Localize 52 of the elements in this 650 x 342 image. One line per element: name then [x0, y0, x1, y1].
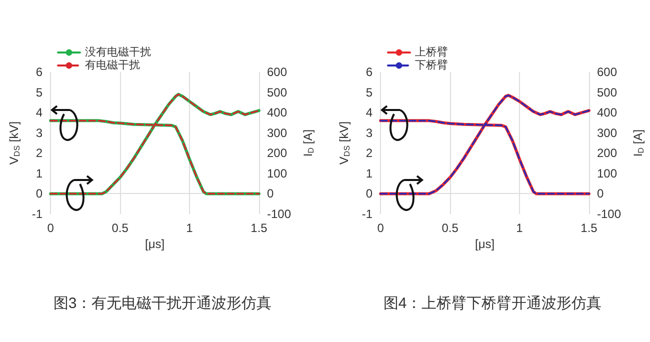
x-tick-label: 1.5 — [250, 221, 268, 235]
y-tick-label: 1 — [366, 166, 373, 180]
y2-tick-label: 600 — [597, 65, 618, 79]
y2-tick-label: 100 — [267, 166, 288, 180]
y2-tick-label: 500 — [597, 85, 618, 100]
y-tick-label: 1 — [36, 166, 43, 180]
x-axis-title: [μs] — [144, 237, 165, 251]
legend-label: 上桥臂 — [415, 46, 448, 58]
y-tick-label: 3 — [36, 126, 43, 140]
y-tick-label: -1 — [362, 207, 373, 221]
x-tick-label: 1.5 — [580, 221, 598, 235]
x-tick-label: 0 — [377, 221, 384, 235]
y-tick-label: 5 — [366, 85, 373, 100]
y-tick-label: 2 — [366, 146, 373, 160]
y-tick-label: 3 — [366, 126, 373, 140]
y2-tick-label: 100 — [597, 166, 618, 180]
y2-tick-label: 0 — [267, 186, 274, 201]
text: 图3：有无电磁干扰开通波形仿真 — [53, 295, 272, 312]
x-tick-label: 0.5 — [112, 221, 129, 235]
x-tick-label: 1 — [516, 221, 524, 235]
y2-tick-label: -100 — [597, 207, 622, 221]
y2-tick-label: 200 — [267, 146, 288, 160]
y2-axis-title: ID [A] — [301, 129, 316, 157]
y2-tick-label: 400 — [267, 106, 288, 120]
text: 图4：上桥臂下桥臂开通波形仿真 — [383, 295, 602, 312]
x-tick-label: 0.5 — [442, 221, 459, 235]
y-tick-label: 6 — [36, 65, 43, 79]
y2-tick-label: -100 — [267, 207, 292, 221]
y2-tick-label: 0 — [597, 186, 604, 201]
y-tick-label: 0 — [366, 186, 373, 201]
y-tick-label: 4 — [366, 106, 373, 120]
y2-tick-label: 600 — [267, 65, 288, 79]
y2-axis-title: ID [A] — [631, 129, 646, 157]
y-tick-label: 5 — [36, 85, 43, 100]
y-tick-label: 2 — [36, 146, 43, 160]
y-tick-label: -1 — [32, 207, 43, 221]
x-axis-title: [μs] — [474, 237, 495, 251]
x-tick-label: 0 — [47, 221, 54, 235]
x-tick-label: 1 — [186, 221, 194, 235]
y2-tick-label: 300 — [267, 126, 288, 140]
y2-tick-label: 500 — [267, 85, 288, 100]
y-tick-label: 4 — [36, 106, 43, 120]
legend-label: 没有电磁干扰 — [85, 46, 151, 58]
y-tick-label: 6 — [366, 65, 373, 79]
y2-tick-label: 400 — [597, 106, 618, 120]
legend-label: 有电磁干扰 — [85, 58, 140, 72]
y-axis-title: VDS [kV] — [7, 121, 22, 165]
y2-tick-label: 200 — [597, 146, 618, 160]
y-tick-label: 0 — [36, 186, 43, 201]
y-axis-title: VDS [kV] — [337, 121, 352, 165]
legend-label: 下桥臂 — [415, 58, 448, 72]
y2-tick-label: 300 — [597, 126, 618, 140]
